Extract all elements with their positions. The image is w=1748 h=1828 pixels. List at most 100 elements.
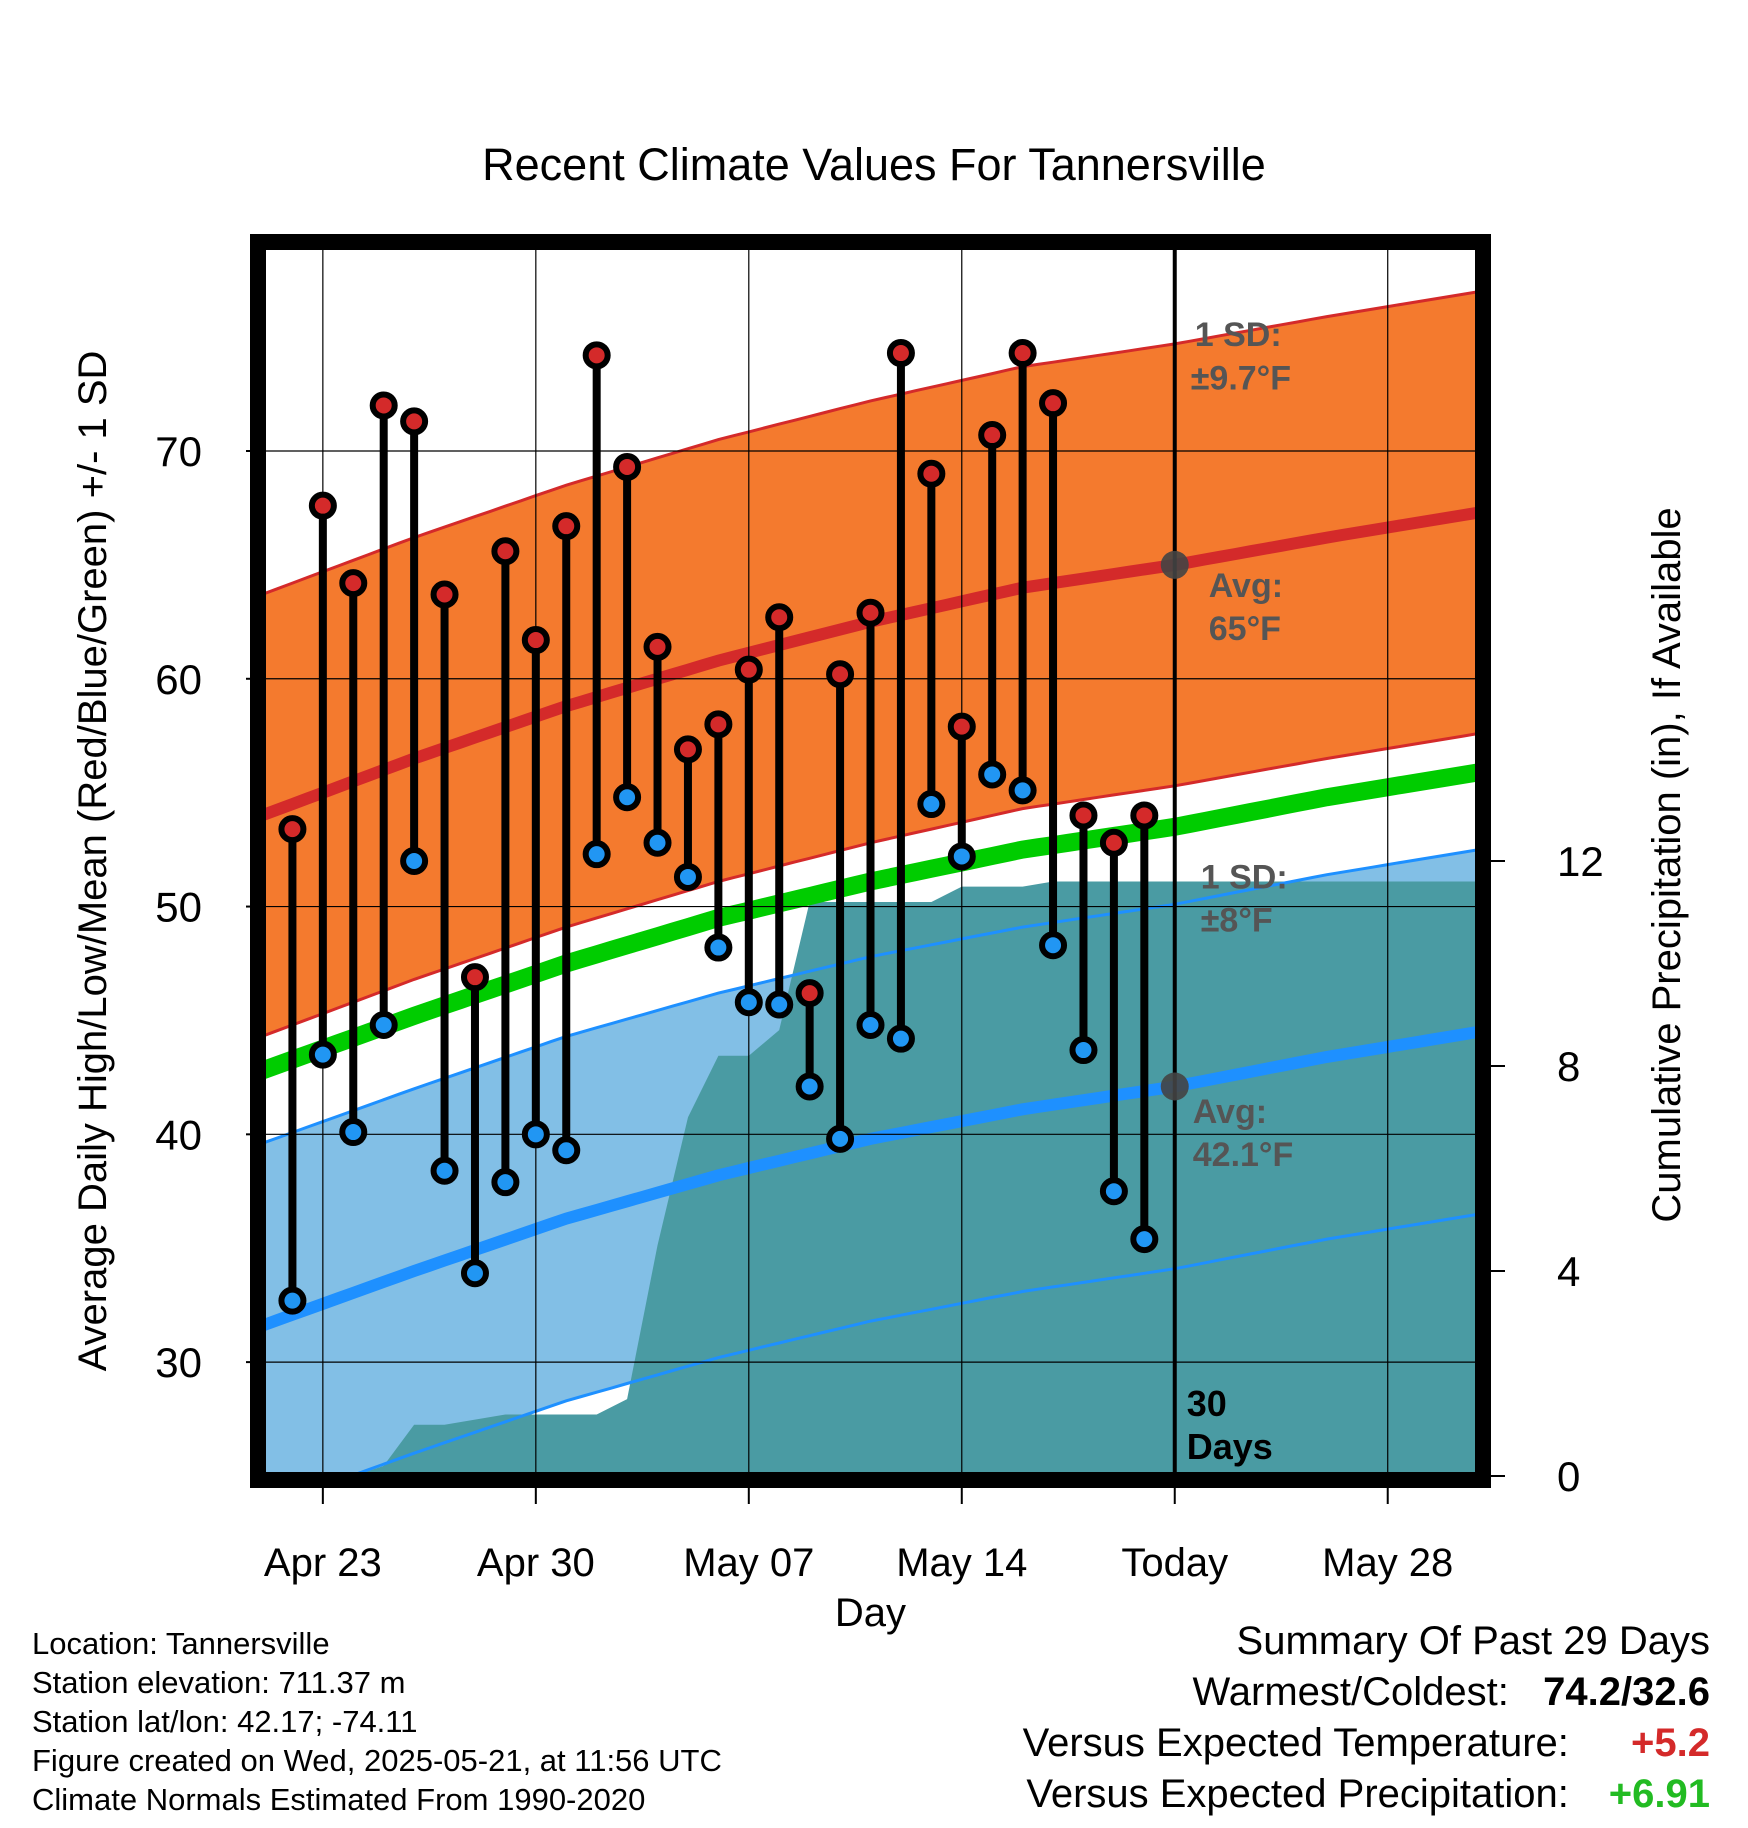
today-low-avg-marker — [1160, 1072, 1189, 1101]
daily-low-point — [339, 1118, 368, 1147]
meta-latlon: Station lat/lon: 42.17; -74.11 — [32, 1704, 418, 1739]
low-avg-value: 42.1°F — [1193, 1136, 1294, 1174]
summary-title: Summary Of Past 29 Days — [1236, 1619, 1710, 1663]
y-axis-title: Average Daily High/Low/Mean (Red/Blue/Gr… — [71, 351, 115, 1372]
daily-low-point — [582, 840, 611, 869]
x-axis-tick-label: Today — [1121, 1541, 1228, 1585]
daily-high-point — [765, 603, 794, 632]
low-avg-label: Avg: — [1193, 1093, 1267, 1131]
daily-high-point — [643, 632, 672, 661]
daily-low-point — [552, 1136, 581, 1165]
daily-high-point — [582, 341, 611, 370]
summary-panel: Summary Of Past 29 Days Warmest/Coldest:… — [1023, 1616, 1710, 1820]
daily-high-point — [369, 391, 398, 420]
chart-title: Recent Climate Values For Tannersville — [482, 139, 1266, 190]
daily-high-point — [400, 407, 429, 436]
daily-low-point — [704, 933, 733, 962]
x-axis-tick-label: May 07 — [683, 1541, 814, 1585]
daily-high-point — [552, 512, 581, 541]
daily-low-point — [734, 988, 763, 1017]
low-sd-label: 1 SD: — [1201, 858, 1288, 896]
daily-low-point — [369, 1011, 398, 1039]
daily-low-point — [400, 847, 429, 875]
y-axis-tick-label: 50 — [155, 884, 202, 931]
daily-high-point — [734, 655, 763, 684]
summary-temp-row: Versus Expected Temperature: +5.2 — [1023, 1718, 1710, 1769]
daily-high-point — [521, 626, 550, 655]
daily-high-point — [491, 537, 520, 566]
daily-high-point — [1039, 389, 1068, 418]
y-axis-tick-label: 60 — [155, 656, 202, 703]
y-axis-tick-label: 40 — [155, 1111, 202, 1158]
daily-low-point — [521, 1120, 550, 1149]
daily-high-point — [673, 735, 702, 764]
meta-elevation: Station elevation: 711.37 m — [32, 1665, 406, 1700]
daily-high-point — [917, 459, 946, 488]
daily-high-point — [613, 452, 642, 481]
today-high-avg-marker — [1160, 550, 1189, 579]
daily-low-point — [1069, 1036, 1098, 1065]
today-days-unit: Days — [1187, 1426, 1273, 1467]
daily-low-point — [856, 1011, 885, 1039]
plot-area — [262, 246, 1479, 1476]
summary-temp-label: Versus Expected Temperature: — [1022, 1721, 1569, 1765]
high-sd-value: ±9.7°F — [1191, 360, 1291, 398]
daily-low-point — [613, 783, 642, 812]
daily-low-point — [460, 1259, 489, 1288]
daily-high-point — [856, 598, 885, 627]
daily-high-point — [947, 712, 976, 741]
daily-low-point — [1039, 931, 1068, 960]
daily-high-point — [886, 339, 915, 368]
y2-axis-title: Cumulative Precipitation (in), If Availa… — [1645, 507, 1689, 1222]
daily-high-point — [460, 963, 489, 992]
daily-high-point — [430, 580, 459, 609]
y2-axis-tick-label: 4 — [1557, 1248, 1580, 1295]
y2-axis-tick-label: 12 — [1557, 838, 1604, 885]
y-axis-tick-label: 70 — [155, 428, 202, 475]
daily-high-point — [1130, 801, 1159, 830]
summary-precip-value: +6.91 — [1608, 1772, 1710, 1816]
meta-created: Figure created on Wed, 2025-05-21, at 11… — [32, 1743, 722, 1778]
daily-low-point — [1008, 776, 1037, 805]
high-sd-label: 1 SD: — [1195, 316, 1282, 354]
summary-warm-cold-value: 74.2/32.6 — [1543, 1670, 1710, 1714]
daily-high-point — [704, 710, 733, 739]
daily-low-point — [1099, 1177, 1128, 1206]
daily-low-point — [795, 1072, 824, 1101]
normal-high-upper-line — [262, 290, 1479, 596]
daily-low-point — [886, 1024, 915, 1053]
daily-low-point — [1130, 1225, 1159, 1254]
meta-location: Location: Tannersville — [32, 1626, 330, 1661]
x-axis-tick-label: May 14 — [896, 1541, 1027, 1585]
daily-high-point — [1099, 828, 1128, 857]
daily-low-point — [826, 1124, 855, 1153]
daily-high-point — [308, 491, 337, 520]
normal-low-lower-line — [346, 1212, 1479, 1476]
daily-high-point — [978, 421, 1007, 450]
daily-high-point — [339, 569, 368, 598]
daily-high-point — [1069, 801, 1098, 830]
high-avg-label: Avg: — [1209, 567, 1283, 605]
meta-normals: Climate Normals Estimated From 1990-2020 — [32, 1782, 646, 1817]
y-axis-tick-label: 30 — [155, 1339, 202, 1386]
x-axis-tick-label: Apr 30 — [477, 1541, 595, 1585]
daily-high-point — [795, 979, 824, 1008]
daily-low-point — [430, 1156, 459, 1185]
normal-low-mean-line — [262, 1025, 1479, 1332]
high-avg-value: 65°F — [1209, 610, 1281, 648]
y2-axis-tick-label: 0 — [1557, 1453, 1580, 1500]
daily-low-point — [673, 862, 702, 891]
daily-low-point — [765, 990, 794, 1019]
daily-low-point — [308, 1040, 337, 1069]
daily-low-point — [491, 1168, 520, 1197]
low-sd-value: ±8°F — [1201, 902, 1273, 940]
daily-low-point — [978, 760, 1007, 789]
daily-low-point — [917, 790, 946, 819]
daily-high-point — [278, 815, 307, 844]
today-days-number: 30 — [1187, 1383, 1227, 1424]
summary-precip-row: Versus Expected Precipitation: +6.91 — [1023, 1769, 1710, 1820]
x-axis-tick-label: Apr 23 — [264, 1541, 382, 1585]
summary-temp-value: +5.2 — [1631, 1721, 1710, 1765]
station-meta: Location: Tannersville Station elevation… — [32, 1624, 722, 1819]
